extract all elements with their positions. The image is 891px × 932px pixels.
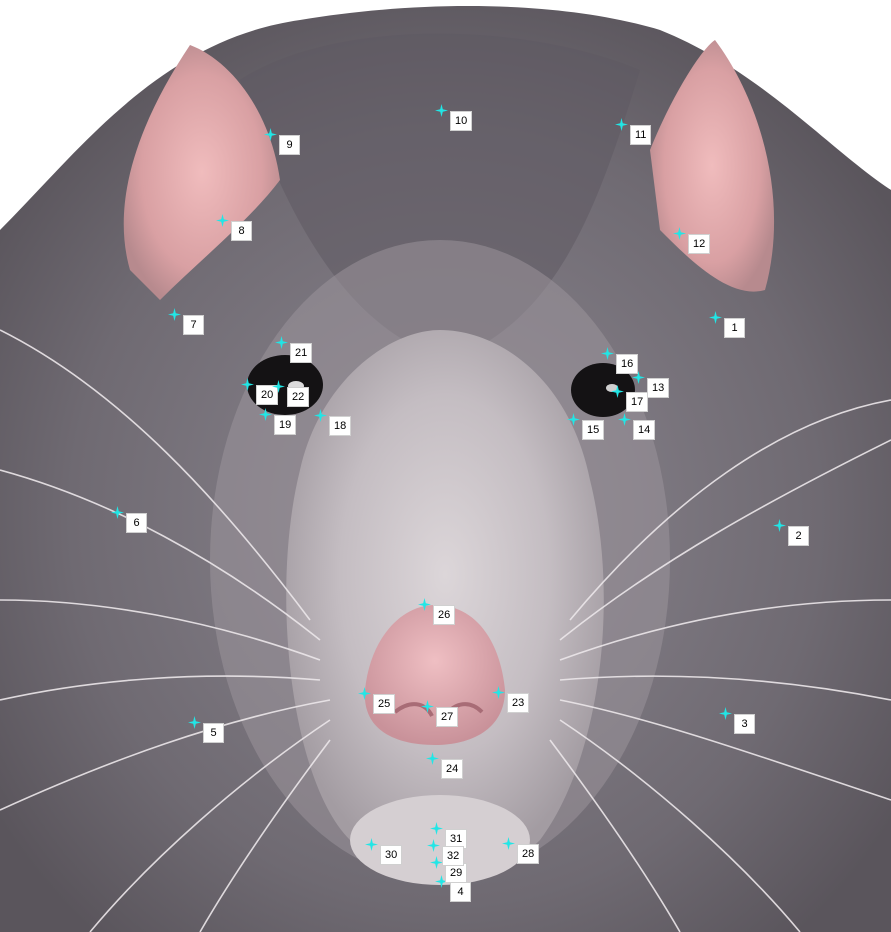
right-eye (571, 363, 635, 417)
landmark-label: 17 (626, 392, 649, 412)
whiskers (0, 329, 891, 932)
landmark-label: 29 (445, 863, 468, 883)
landmark-label: 5 (203, 723, 224, 743)
landmark-label: 7 (183, 315, 204, 335)
landmark-label: 24 (441, 759, 464, 779)
landmark-label: 2 (788, 526, 809, 546)
landmark-label: 28 (517, 844, 540, 864)
landmark-label: 13 (647, 378, 670, 398)
chin (350, 795, 530, 885)
landmark-label: 27 (436, 707, 459, 727)
landmark-label: 1 (724, 318, 745, 338)
landmark-label: 10 (450, 111, 473, 131)
landmark-label: 11 (630, 125, 652, 145)
landmark-label: 22 (287, 387, 310, 407)
landmark-label: 19 (274, 415, 297, 435)
landmark-label: 9 (279, 135, 300, 155)
landmark-label: 25 (373, 694, 396, 714)
landmark-label: 16 (616, 354, 639, 374)
landmark-label: 18 (329, 416, 352, 436)
landmark-label: 6 (126, 513, 147, 533)
landmark-label: 30 (380, 845, 403, 865)
landmark-label: 12 (688, 234, 711, 254)
landmark-label: 20 (256, 385, 279, 405)
landmark-label: 8 (231, 221, 252, 241)
landmark-label: 26 (433, 605, 456, 625)
landmark-label: 14 (633, 420, 656, 440)
landmark-label: 21 (290, 343, 313, 363)
landmark-label: 32 (442, 846, 465, 866)
landmark-label: 15 (582, 420, 605, 440)
muzzle (286, 330, 604, 874)
landmark-label: 3 (734, 714, 755, 734)
landmark-label: 4 (450, 882, 471, 902)
landmark-label: 23 (507, 693, 530, 713)
left-ear (123, 45, 280, 300)
right-ear (650, 40, 775, 292)
